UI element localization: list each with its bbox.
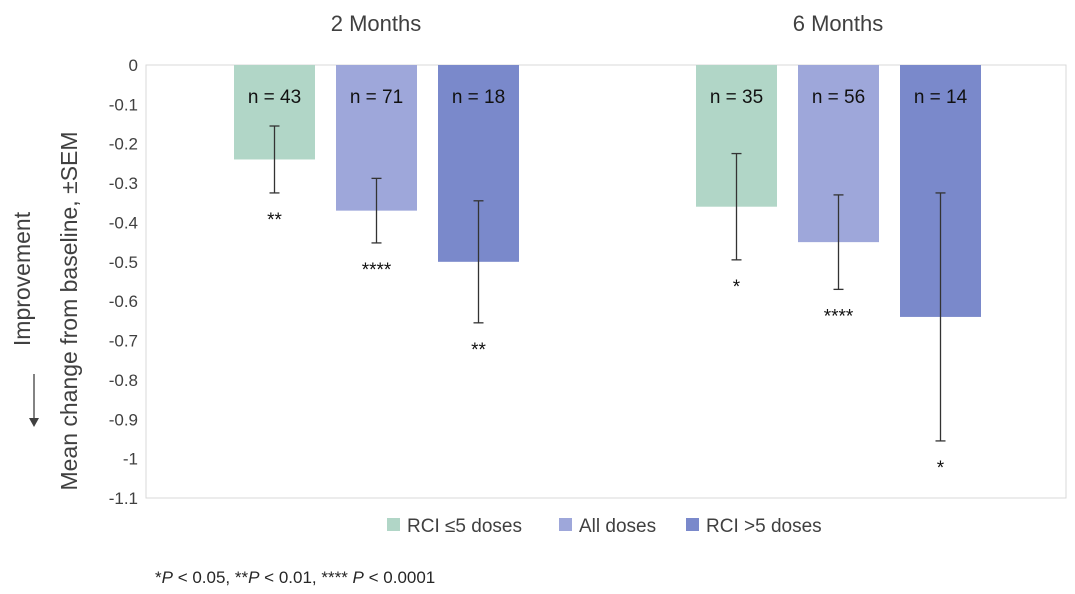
- y-tick-label: -0.6: [109, 292, 138, 311]
- y-tick-label: -0.2: [109, 135, 138, 154]
- significance-label: *: [733, 277, 741, 298]
- arrow-head-icon: [29, 418, 39, 427]
- y-tick-label: -1.1: [109, 489, 138, 508]
- y-tick-label: -0.9: [109, 410, 138, 429]
- plot-area: [145, 64, 1067, 499]
- y-tick-label: -1: [123, 450, 138, 469]
- y-tick-label: -0.3: [109, 174, 138, 193]
- y-tick-label: -0.5: [109, 253, 138, 272]
- bar-n-label: n = 35: [710, 87, 763, 108]
- significance-label: *: [937, 458, 945, 479]
- legend-label-all-doses: All doses: [579, 516, 656, 537]
- improvement-label: Improvement: [9, 211, 35, 346]
- bar-n-label: n = 56: [812, 87, 865, 108]
- y-axis-label: Mean change from baseline, ±SEM: [56, 131, 82, 490]
- legend-swatch-rci-gt5: [686, 518, 699, 531]
- bar-n-label: n = 71: [350, 87, 403, 108]
- legend-swatch-rci-le5: [387, 518, 400, 531]
- group-title-6-months: 6 Months: [793, 11, 884, 36]
- bar-n-label: n = 43: [248, 87, 301, 108]
- legend-label-rci-le5: RCI ≤5 doses: [407, 516, 522, 537]
- legend-swatch-all-doses: [559, 518, 572, 531]
- y-tick-label: -0.7: [109, 332, 138, 351]
- group-title-2-months: 2 Months: [331, 11, 422, 36]
- y-tick-label: -0.4: [109, 213, 138, 232]
- significance-label: ****: [362, 260, 392, 281]
- significance-label: **: [471, 340, 486, 361]
- bar-n-label: n = 14: [914, 87, 968, 108]
- significance-label: ****: [824, 306, 854, 327]
- footnote: *P < 0.05, **P < 0.01, **** P < 0.0001: [155, 568, 435, 587]
- significance-label: **: [267, 210, 282, 231]
- bar-n-label: n = 18: [452, 87, 505, 108]
- y-tick-label: -0.8: [109, 371, 138, 390]
- y-tick-label: -0.1: [109, 95, 138, 114]
- y-tick-label: 0: [129, 56, 138, 75]
- legend-label-rci-gt5: RCI >5 doses: [706, 516, 822, 537]
